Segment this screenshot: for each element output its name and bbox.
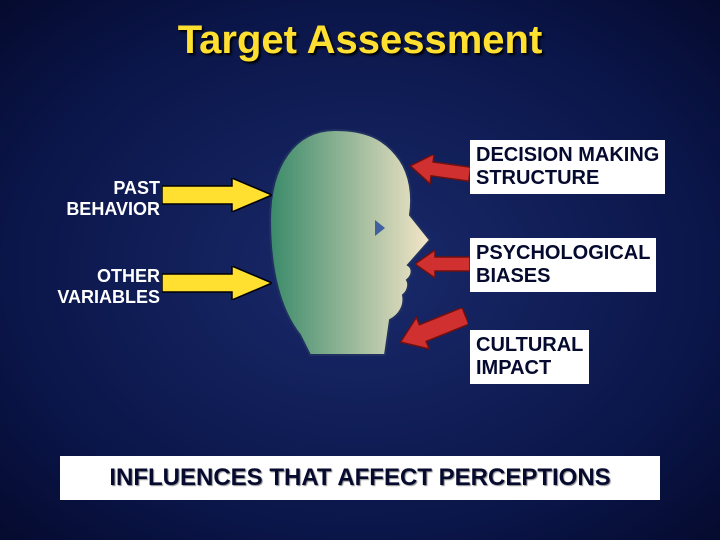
arrow-yellow-2 [162, 266, 272, 300]
footer-banner: INFLUENCES THAT AFFECT PERCEPTIONS [60, 456, 660, 500]
arrow-yellow-1 [162, 178, 272, 212]
slide-title: Target Assessment [0, 18, 720, 63]
arrow-red-3 [398, 308, 468, 350]
label-past-behavior: PASTBEHAVIOR [52, 178, 160, 219]
label-cultural-impact: CULTURALIMPACT [470, 330, 589, 384]
label-decision-making: DECISION MAKINGSTRUCTURE [470, 140, 665, 194]
label-psychological-biases: PSYCHOLOGICALBIASES [470, 238, 656, 292]
label-other-variables: OTHERVARIABLES [52, 266, 160, 307]
arrow-red-1 [410, 155, 470, 185]
arrow-red-2 [415, 250, 470, 278]
